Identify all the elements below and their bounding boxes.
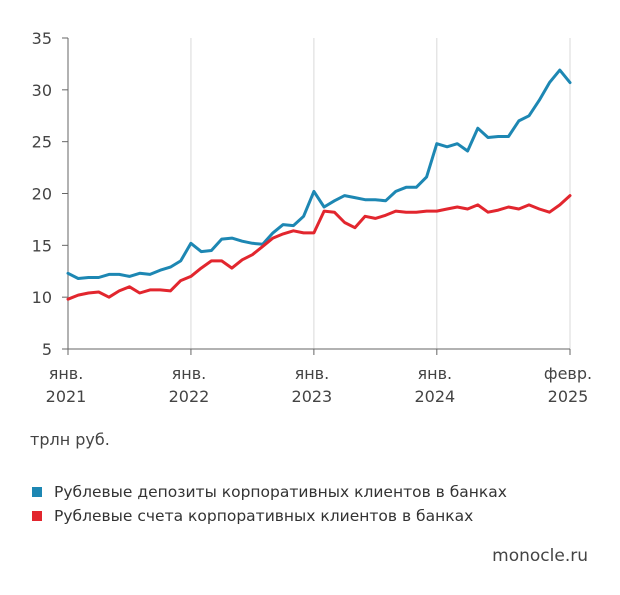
x-tick-label-month-2021-01: янв. [49, 364, 84, 383]
x-axis: янв. 2021 янв. 2022 янв. 2023 янв. 2024 февр. 202… [46, 348, 592, 406]
x-tick-label-month-2025-02: февр. [544, 364, 592, 383]
y-axis: 5 10 15 20 25 30 35 [32, 29, 69, 359]
y-tick-label-25: 25 [32, 133, 52, 152]
series-line-1 [66, 194, 572, 301]
y-tick-label-5: 5 [42, 340, 52, 359]
y-tick-label-30: 30 [32, 81, 52, 100]
x-tick-label-month-2024-01: янв. [418, 364, 453, 383]
y-tick-label-35: 35 [32, 29, 52, 48]
legend-swatch-accounts [32, 511, 42, 521]
legend-swatch-deposits [32, 487, 42, 497]
x-tick-label-month-2022-01: янв. [172, 364, 207, 383]
source-label: monocle.ru [492, 546, 588, 566]
x-tick-label-year-2024-01: 2024 [414, 387, 455, 406]
x-tick-label-year-2023-01: 2023 [292, 387, 333, 406]
legend-item-accounts: Рублевые счета корпоративных клиентов в … [32, 504, 507, 528]
x-tick-label-year-2022-01: 2022 [169, 387, 210, 406]
series-lines [66, 68, 572, 301]
unit-label: трлн руб. [30, 430, 110, 449]
legend: Рублевые депозиты корпоративных клиентов… [32, 480, 507, 528]
x-tick-label-month-2023-01: янв. [295, 364, 330, 383]
y-tick-label-15: 15 [32, 236, 52, 255]
series-line-0 [66, 68, 572, 280]
y-tick-label-10: 10 [32, 288, 52, 307]
legend-item-deposits: Рублевые депозиты корпоративных клиентов… [32, 480, 507, 504]
vertical-gridlines [67, 38, 571, 349]
x-tick-label-year-2021-01: 2021 [46, 387, 87, 406]
legend-label-accounts: Рублевые счета корпоративных клиентов в … [54, 507, 474, 525]
y-tick-label-20: 20 [32, 185, 52, 204]
legend-label-deposits: Рублевые депозиты корпоративных клиентов… [54, 483, 507, 501]
x-tick-label-year-2025-02: 2025 [548, 387, 589, 406]
